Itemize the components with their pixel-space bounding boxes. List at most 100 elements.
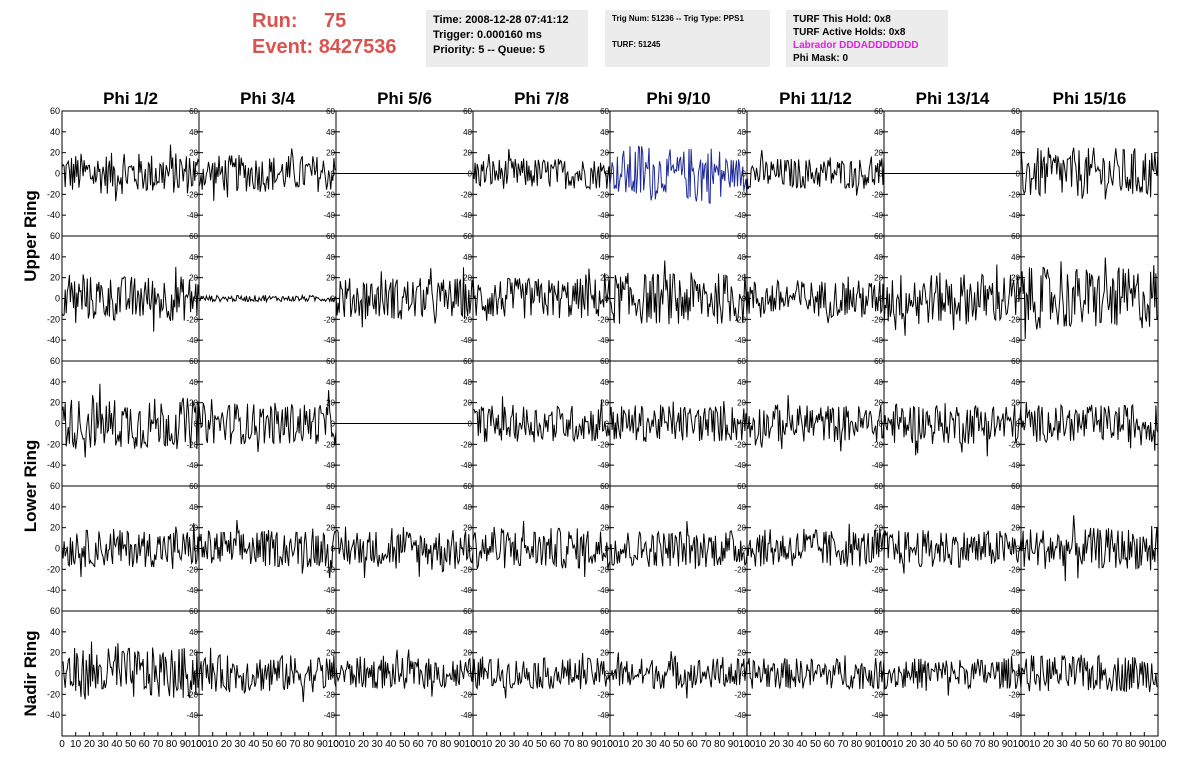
y-tick-label: 60 xyxy=(463,607,472,616)
y-tick-label: 40 xyxy=(189,378,198,387)
x-tick-label: 0 xyxy=(744,739,750,750)
y-tick-label: 60 xyxy=(463,482,472,491)
y-tick-label: 0 xyxy=(468,420,473,429)
y-tick-label: 0 xyxy=(331,670,336,679)
y-tick-label: 0 xyxy=(55,544,60,554)
waveform-trace xyxy=(335,526,474,579)
y-tick-label: 40 xyxy=(874,628,883,637)
y-tick-label: 0 xyxy=(468,545,473,554)
y-tick-label: 20 xyxy=(1011,149,1020,158)
y-tick-label: 0 xyxy=(605,295,610,304)
y-tick-label: -20 xyxy=(460,690,472,699)
x-tick-label: 70 xyxy=(837,739,849,750)
y-tick-label: 0 xyxy=(331,420,336,429)
y-tick-label: 60 xyxy=(189,232,198,241)
x-tick-label: 0 xyxy=(470,739,476,750)
y-tick-label: 0 xyxy=(1016,670,1021,679)
x-tick-label: 90 xyxy=(180,739,192,750)
labrador-line: Labrador DDDADDDDDDD xyxy=(793,40,919,51)
y-tick-label: 40 xyxy=(737,378,746,387)
x-tick-label: 50 xyxy=(947,739,959,750)
y-tick-label: 20 xyxy=(189,149,198,158)
x-tick-label: 50 xyxy=(399,739,411,750)
turf-panel: TURF This Hold: 0x8 TURF Active Holds: 0… xyxy=(786,10,948,67)
y-tick-label: -20 xyxy=(47,564,60,574)
y-tick-label: 0 xyxy=(879,170,884,179)
y-tick-label: -20 xyxy=(460,190,472,199)
y-tick-label: 40 xyxy=(463,128,472,137)
waveform-trace xyxy=(1020,515,1159,582)
y-tick-label: 20 xyxy=(874,524,883,533)
y-tick-label: -20 xyxy=(1008,690,1020,699)
y-tick-label: -20 xyxy=(47,439,60,449)
y-tick-label: 20 xyxy=(50,648,60,658)
x-tick-label: 60 xyxy=(139,739,151,750)
x-tick-label: 80 xyxy=(577,739,589,750)
y-tick-label: 60 xyxy=(600,482,609,491)
waveform-trace xyxy=(883,403,1022,457)
waveform-trace xyxy=(335,649,474,697)
ring-label: Upper Ring xyxy=(21,190,40,282)
trig-panel: Trig Num: 51236 -- Trig Type: PPS1 TURF:… xyxy=(605,10,770,67)
y-tick-label: 40 xyxy=(326,503,335,512)
trig-line: Trig Num: 51236 -- Trig Type: PPS1 xyxy=(612,14,744,23)
x-tick-label: 90 xyxy=(591,739,603,750)
x-tick-label: 0 xyxy=(881,739,887,750)
x-tick-label: 60 xyxy=(550,739,562,750)
plot-frame xyxy=(609,360,748,487)
waveform-trace xyxy=(609,651,748,699)
y-tick-label: -40 xyxy=(460,586,472,595)
run-label: Run: xyxy=(252,10,298,32)
x-tick-label: 70 xyxy=(700,739,712,750)
y-tick-label: -40 xyxy=(460,211,472,220)
y-tick-label: -40 xyxy=(734,461,746,470)
y-tick-label: 60 xyxy=(874,482,883,491)
x-tick-label: 40 xyxy=(522,739,534,750)
x-tick-label: 40 xyxy=(385,739,397,750)
x-tick-label: 100 xyxy=(602,739,619,750)
trigger-line: Trigger: 0.000160 ms xyxy=(433,29,542,41)
waveform-trace xyxy=(609,260,748,325)
plot-frame xyxy=(609,235,748,362)
y-tick-label: -40 xyxy=(1008,336,1020,345)
y-tick-label: 20 xyxy=(737,274,746,283)
y-tick-label: -40 xyxy=(1008,586,1020,595)
y-tick-label: -40 xyxy=(734,586,746,595)
x-tick-label: 80 xyxy=(440,739,452,750)
y-tick-label: 60 xyxy=(737,482,746,491)
turf-active-line: TURF Active Holds: 0x8 xyxy=(793,27,906,38)
y-tick-label: 20 xyxy=(189,649,198,658)
x-tick-label: 50 xyxy=(125,739,137,750)
y-tick-label: -40 xyxy=(186,711,198,720)
y-tick-label: -20 xyxy=(186,315,198,324)
waveform-trace xyxy=(883,264,1022,336)
x-tick-label: 10 xyxy=(207,739,219,750)
waveform-trace xyxy=(609,145,748,205)
y-tick-label: 20 xyxy=(463,524,472,533)
y-tick-label: 60 xyxy=(50,606,60,616)
phi-mask-line: Phi Mask: 0 xyxy=(793,53,849,64)
x-tick-label: 60 xyxy=(276,739,288,750)
y-tick-label: 20 xyxy=(326,524,335,533)
y-tick-label: -40 xyxy=(323,211,335,220)
x-tick-label: 70 xyxy=(152,739,164,750)
x-tick-label: 40 xyxy=(933,739,945,750)
y-tick-label: 20 xyxy=(463,149,472,158)
y-tick-label: -20 xyxy=(871,315,883,324)
x-tick-label: 20 xyxy=(495,739,507,750)
x-tick-label: 20 xyxy=(358,739,370,750)
y-tick-label: 40 xyxy=(189,128,198,137)
y-tick-label: 0 xyxy=(879,670,884,679)
column-title: Phi 3/4 xyxy=(240,89,295,108)
y-tick-label: 40 xyxy=(600,503,609,512)
y-tick-label: 20 xyxy=(600,274,609,283)
y-tick-label: 0 xyxy=(55,169,60,179)
y-tick-label: -20 xyxy=(47,689,60,699)
y-tick-label: 0 xyxy=(468,295,473,304)
run-value: 75 xyxy=(324,10,347,32)
y-tick-label: 60 xyxy=(326,607,335,616)
y-tick-label: 0 xyxy=(1016,170,1021,179)
y-tick-label: 20 xyxy=(874,649,883,658)
y-tick-label: 40 xyxy=(737,503,746,512)
x-tick-label: 90 xyxy=(1139,739,1151,750)
